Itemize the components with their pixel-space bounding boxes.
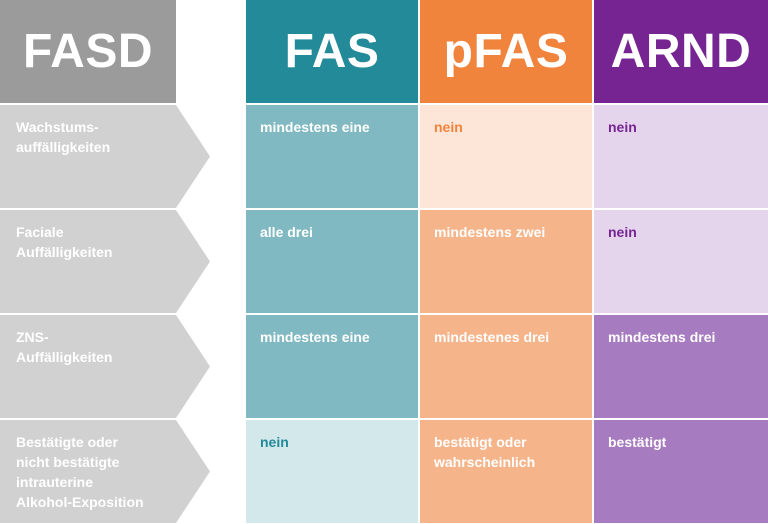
cell-arnd-cns: mindestens drei: [594, 315, 768, 418]
cell-fas-growth: mindestens eine: [246, 105, 418, 208]
cell-pfas-exposition: bestätigt oder wahrscheinlich: [420, 420, 592, 523]
cell-arnd-exposition: bestätigt: [594, 420, 768, 523]
cell-pfas-cns: mindestenes drei: [420, 315, 592, 418]
cell-pfas-facial: mindestens zwei: [420, 210, 592, 313]
row-label-cns: ZNS- Auffälligkeiten: [0, 315, 210, 418]
header-arnd: ARND: [594, 0, 768, 103]
cell-arnd-growth: nein: [594, 105, 768, 208]
header-pfas: pFAS: [420, 0, 592, 103]
row-label-exposition: Bestätigte oder nicht bestätigte intrauter…: [0, 420, 210, 523]
header-fasd: FASD: [0, 0, 176, 103]
row-label-facial: Faciale Auffälligkeiten: [0, 210, 210, 313]
row-label-growth: Wachstums-auffälligkeiten: [0, 105, 210, 208]
header-fas: FAS: [246, 0, 418, 103]
cell-pfas-growth: nein: [420, 105, 592, 208]
cell-fas-facial: alle drei: [246, 210, 418, 313]
cell-arnd-facial: nein: [594, 210, 768, 313]
cell-fas-exposition: nein: [246, 420, 418, 523]
cell-fas-cns: mindestens eine: [246, 315, 418, 418]
